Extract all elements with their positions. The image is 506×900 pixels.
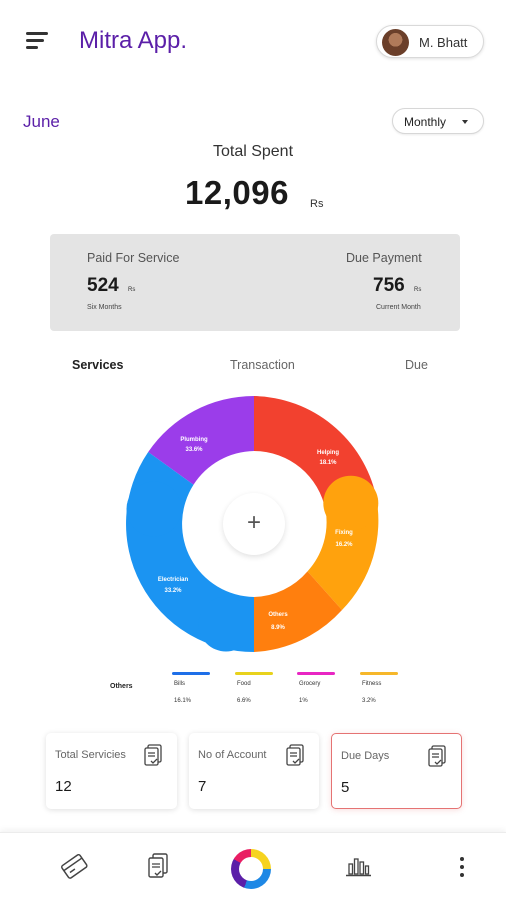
total-spent-amount: 12,096 xyxy=(185,174,289,211)
due-payment-title: Due Payment xyxy=(346,251,422,265)
segment-name-helping: Helping xyxy=(317,450,339,456)
donut-segment-plumbing[interactable] xyxy=(148,396,254,485)
home-ring-icon[interactable] xyxy=(231,849,271,889)
due-payment-value: 756 xyxy=(373,275,405,296)
legend-pct-bills: 16.1% xyxy=(174,698,192,704)
summary-card: Paid For Service 524 Rs Six Months Due P… xyxy=(50,234,460,331)
tab-services[interactable]: Services xyxy=(72,358,124,372)
legend-bar-bills xyxy=(172,672,210,675)
add-button[interactable]: + xyxy=(223,493,285,555)
segment-name-electrician: Electrician xyxy=(158,577,189,583)
avatar xyxy=(382,29,409,56)
period-dropdown-value: Monthly xyxy=(404,115,447,129)
plus-icon: + xyxy=(246,509,261,536)
month-label: June xyxy=(23,112,60,131)
stat-value-no-of-account: 7 xyxy=(198,778,207,795)
nav-reports[interactable] xyxy=(342,850,374,882)
user-name: M. Bhatt xyxy=(419,35,468,50)
legend-name-fitness: Fitness xyxy=(362,681,382,687)
donut-segment-others[interactable] xyxy=(254,571,342,652)
hamburger-menu-icon[interactable] xyxy=(26,29,52,51)
segment-name-fixing: Fixing xyxy=(335,530,353,536)
document-check-icon xyxy=(286,744,304,766)
legend-pct-fitness: 3.2% xyxy=(362,698,376,704)
segment-pct-others: 8.9% xyxy=(271,625,285,631)
legend-name-bills: Bills xyxy=(174,681,186,687)
services-donut-chart: Plumbing 33.6% Helping 18.1% Fixing 16.2… xyxy=(126,396,382,652)
donut-segment-fixing-cap xyxy=(323,475,379,531)
segment-pct-fixing: 16.2% xyxy=(335,542,353,548)
more-vertical-icon[interactable] xyxy=(452,857,472,879)
legend-bar-grocery xyxy=(297,672,335,675)
document-check-icon xyxy=(428,745,446,767)
app-header: Mitra App. M. Bhatt xyxy=(0,0,506,84)
legend-pct-food: 6.6% xyxy=(237,698,251,704)
stat-label-due-days: Due Days xyxy=(341,750,390,762)
stat-card-no-of-account[interactable]: No of Account 7 xyxy=(189,733,319,809)
due-payment-currency: Rs xyxy=(414,287,422,293)
stat-label-total-services: Total Servicies xyxy=(55,749,126,761)
tab-transaction[interactable]: Transaction xyxy=(230,358,295,372)
paid-for-service-sub: Six Months xyxy=(87,304,122,311)
nav-cards[interactable] xyxy=(58,850,90,882)
legend-name-grocery: Grocery xyxy=(299,681,321,687)
segment-name-plumbing: Plumbing xyxy=(180,437,208,443)
segment-pct-electrician: 33.2% xyxy=(164,588,182,594)
tab-due[interactable]: Due xyxy=(405,358,428,372)
segment-pct-plumbing: 33.6% xyxy=(185,447,203,453)
stat-value-total-services: 12 xyxy=(55,778,72,795)
donut-segment-electrician-end xyxy=(198,596,254,652)
card-icon xyxy=(61,853,88,879)
total-spent-currency: Rs xyxy=(310,198,324,210)
total-spent-label: Total Spent xyxy=(212,143,294,160)
stat-card-total-services[interactable]: Total Servicies 12 xyxy=(46,733,177,809)
legend-bar-fitness xyxy=(360,672,398,675)
period-dropdown[interactable]: Monthly xyxy=(392,108,484,134)
paid-for-service-currency: Rs xyxy=(128,287,136,293)
due-payment-sub: Current Month xyxy=(376,304,421,311)
legend-item-food: Food 6.6% xyxy=(235,672,275,708)
bar-chart-icon xyxy=(346,858,371,877)
legend-title: Others xyxy=(110,683,133,690)
segment-name-others: Others xyxy=(268,612,288,618)
legend-name-food: Food xyxy=(237,681,251,687)
legend-item-bills: Bills 16.1% xyxy=(172,672,212,708)
legend-pct-grocery: 1% xyxy=(299,698,308,704)
nav-documents[interactable] xyxy=(143,850,175,882)
stat-card-due-days[interactable]: Due Days 5 xyxy=(331,733,462,809)
legend-bar-food xyxy=(235,672,273,675)
user-profile-chip[interactable]: M. Bhatt xyxy=(376,25,484,58)
legend-item-grocery: Grocery 1% xyxy=(297,672,337,708)
donut-segment-electrician-cap xyxy=(126,481,182,537)
segment-pct-helping: 18.1% xyxy=(319,460,337,466)
bottom-navigation xyxy=(0,832,506,900)
app-title: Mitra App. xyxy=(79,27,188,54)
stat-value-due-days: 5 xyxy=(341,779,350,796)
legend-item-fitness: Fitness 3.2% xyxy=(360,672,400,708)
paid-for-service-value: 524 xyxy=(87,275,119,296)
document-check-icon xyxy=(148,853,168,878)
document-check-icon xyxy=(144,744,162,766)
stat-label-no-of-account: No of Account xyxy=(198,749,267,761)
caret-down-icon xyxy=(462,120,468,124)
paid-for-service-title: Paid For Service xyxy=(87,251,180,265)
